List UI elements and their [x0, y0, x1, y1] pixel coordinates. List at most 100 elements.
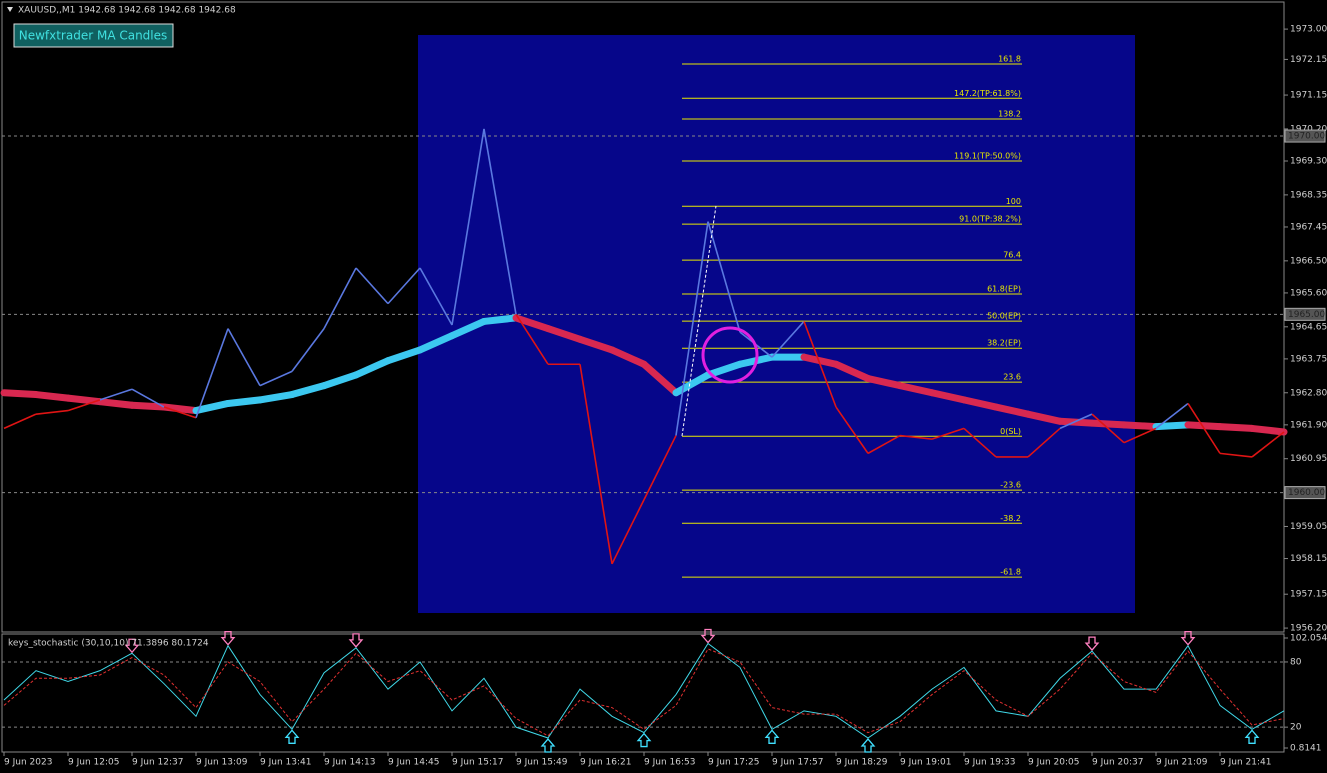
x-tick-label: 9 Jun 14:13: [324, 758, 375, 768]
price-segment: [259, 370, 293, 387]
price-segment: [835, 406, 869, 454]
ma-segment: [928, 389, 968, 404]
ma-segment: [96, 398, 136, 409]
fib-label: 23.6: [1003, 373, 1021, 382]
y-tick-label: 1971.15: [1290, 91, 1327, 101]
price-level-box: [1284, 129, 1326, 143]
ma-segment: [1184, 421, 1224, 431]
ma-segment: [128, 401, 168, 411]
fib-label: 38.2(EP): [987, 339, 1021, 348]
y-tick-label: 102.0549: [1290, 634, 1327, 644]
ma-segment: [832, 360, 872, 383]
price-segment: [771, 320, 805, 358]
fib-label: 100: [1006, 197, 1021, 206]
x-tick-label: 9 Jun 18:29: [836, 758, 888, 768]
price-segment: [323, 267, 357, 329]
price-level-label: 1970.00: [1288, 132, 1325, 142]
price-segment: [67, 399, 101, 412]
price-segment: [195, 328, 229, 418]
ma-segment: [704, 360, 744, 379]
y-tick-label: 1960.95: [1290, 454, 1327, 464]
symbol-title: XAUUSD,,M1 1942.68 1942.68 1942.68 1942.…: [18, 6, 236, 16]
x-tick-label: 9 Jun 12:37: [132, 758, 183, 768]
button-label[interactable]: Newfxtrader MA Candles: [19, 29, 168, 43]
menu-triangle[interactable]: [7, 7, 13, 12]
fib-label: 50.0(EP): [987, 312, 1021, 321]
ma-segment: [448, 317, 488, 340]
sell-arrow: [700, 628, 716, 644]
ma-segment: [352, 357, 392, 379]
ma-segment: [576, 335, 616, 354]
buy-arrow: [860, 738, 876, 753]
price-segment: [355, 267, 389, 305]
price-segment: [291, 328, 325, 372]
x-tick-label: 9 Jun 13:09: [196, 758, 248, 768]
highlight-circle: [701, 326, 759, 384]
indicator-button[interactable]: [13, 23, 174, 48]
y-tick-label: 1958.15: [1290, 554, 1327, 564]
price-segment: [579, 364, 613, 565]
x-tick-label: 9 Jun 16:53: [644, 758, 695, 768]
y-tick-label: 1959.05: [1290, 522, 1327, 532]
ma-segment: [1120, 421, 1160, 431]
ma-segment: [1056, 417, 1096, 427]
price-segment: [131, 388, 165, 408]
fib-anchor-line: [681, 205, 717, 437]
fib-label: 161.8: [998, 55, 1021, 64]
indicator-panel: 9 Jun 2023 9 Jun 12:05 9 Jun 12:37 9 Jun 13…: [2, 628, 1327, 768]
stoch-line: [3, 642, 1285, 739]
buy-arrow: [1244, 729, 1260, 744]
y-tick-label: 1969.30: [1290, 157, 1327, 167]
price-segment: [1219, 452, 1253, 458]
y-tick-label: 1972.15: [1290, 55, 1327, 65]
price-level-label: 1960.00: [1288, 488, 1325, 498]
price-segment: [1059, 413, 1093, 430]
fib-label: 138.2: [998, 109, 1021, 118]
y-tick-label: 1956.20: [1290, 624, 1327, 634]
x-tick-label: 9 Jun 14:45: [388, 758, 439, 768]
price-segment: [387, 267, 421, 305]
ma-segment: [1216, 423, 1256, 432]
sell-arrow: [1084, 636, 1100, 652]
x-tick-label: 9 Jun 21:41: [1220, 758, 1271, 768]
price-segment: [963, 427, 997, 458]
price-segment: [1027, 427, 1061, 458]
buy-arrow: [764, 729, 780, 744]
price-segment: [1187, 403, 1221, 454]
sell-arrow: [1180, 631, 1196, 646]
fib-label: -38.2: [1000, 514, 1021, 523]
price-segment: [1123, 427, 1157, 444]
price-segment: [515, 313, 549, 365]
fib-label: 147.2(TP:61.8%): [954, 89, 1021, 98]
x-tick-label: 9 Jun 2023: [4, 758, 52, 768]
y-tick-label: 1957.15: [1290, 590, 1327, 600]
x-tick-label: 9 Jun 12:05: [68, 758, 119, 768]
ma-segment: [672, 371, 712, 397]
main-frame: [1, 1, 1285, 633]
ma-segment: [256, 391, 296, 404]
ma-segment: [320, 371, 360, 390]
x-tick-label: 9 Jun 21:09: [1156, 758, 1208, 768]
ma-segment: [288, 382, 328, 399]
ma-segment: [32, 391, 72, 402]
y-tick-label: 0.8141: [1290, 744, 1322, 754]
y-tick-label: 1963.75: [1290, 354, 1327, 364]
y-tick-label: 1965.60: [1290, 288, 1327, 298]
ma-segment: [864, 375, 904, 390]
price-level-box: [1284, 307, 1326, 321]
ma-segment: [960, 396, 1000, 411]
y-tick-label: 1973.00: [1290, 25, 1327, 35]
fib-label: 61.8(EP): [987, 285, 1021, 294]
fib-label: 91.0(TP:38.2%): [959, 215, 1021, 224]
y-tick-label: 80: [1290, 657, 1302, 667]
price-segment: [867, 434, 901, 455]
y-tick-label: 1962.80: [1290, 388, 1327, 398]
ma-segment: [1088, 419, 1128, 429]
price-segment: [163, 406, 197, 419]
ma-segment: [1248, 424, 1288, 436]
price-segment: [419, 267, 453, 326]
y-tick-label: 1961.90: [1290, 420, 1327, 430]
y-tick-label: 1966.50: [1290, 256, 1327, 266]
ma-segment: [800, 353, 840, 368]
